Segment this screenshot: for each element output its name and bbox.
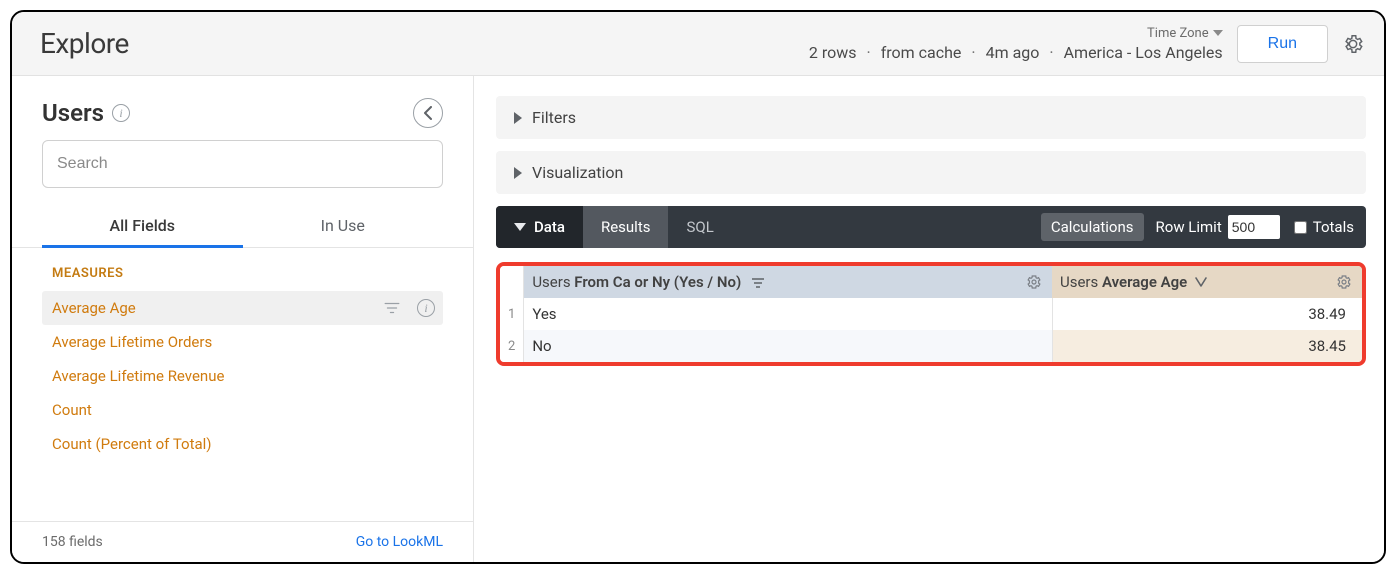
explore-name: Users	[42, 99, 104, 127]
timezone-selector[interactable]: Time Zone	[1147, 26, 1223, 41]
field-row[interactable]: Count (Percent of Total)i	[42, 427, 443, 461]
filters-panel-toggle[interactable]: Filters	[496, 96, 1366, 139]
field-label: Count (Percent of Total)	[52, 435, 383, 453]
collapse-sidebar-button[interactable]	[413, 98, 443, 128]
dimension-cell[interactable]: No	[524, 330, 1052, 362]
table-row: 1Yes38.49	[500, 298, 1362, 330]
pivot-icon[interactable]	[751, 277, 765, 289]
totals-toggle[interactable]: Totals	[1294, 218, 1354, 236]
calculations-button[interactable]: Calculations	[1041, 213, 1144, 241]
page-title: Explore	[40, 27, 129, 60]
field-label: Average Age	[52, 299, 383, 317]
sort-desc-icon[interactable]	[1195, 277, 1207, 287]
measure-cell[interactable]: 38.49	[1052, 298, 1362, 330]
row-number: 2	[500, 330, 524, 362]
row-limit: Row Limit	[1156, 215, 1280, 239]
chevron-down-icon	[1213, 30, 1223, 36]
field-row[interactable]: Counti	[42, 393, 443, 427]
caret-down-icon	[514, 223, 526, 231]
field-picker-sidebar: Users i All Fields In Use MEASURES Avera…	[12, 76, 474, 562]
content-area: Filters Visualization Data Results SQL C…	[474, 76, 1384, 562]
settings-gear-icon[interactable]	[1342, 33, 1364, 55]
field-label: Average Lifetime Orders	[52, 333, 383, 351]
data-bar: Data Results SQL Calculations Row Limit …	[496, 206, 1366, 248]
column-gear-icon[interactable]	[1026, 274, 1042, 290]
visualization-panel-toggle[interactable]: Visualization	[496, 151, 1366, 194]
caret-right-icon	[514, 167, 522, 179]
column-gear-icon[interactable]	[1336, 274, 1352, 290]
row-limit-input[interactable]	[1228, 215, 1280, 239]
measure-column-header[interactable]: Users Average Age	[1052, 266, 1362, 298]
field-row[interactable]: Average Age i	[42, 291, 443, 325]
field-count: 158 fields	[42, 534, 103, 550]
filter-icon[interactable]	[383, 299, 401, 317]
tab-all-fields[interactable]: All Fields	[42, 202, 243, 247]
caret-right-icon	[514, 112, 522, 124]
info-icon[interactable]: i	[112, 104, 130, 122]
go-to-lookml-link[interactable]: Go to LookML	[356, 534, 443, 550]
dimension-column-header[interactable]: Users From Ca or Ny (Yes / No)	[524, 266, 1052, 298]
totals-checkbox[interactable]	[1294, 221, 1307, 234]
row-number-header	[500, 266, 524, 298]
search-input[interactable]	[42, 140, 443, 188]
info-icon[interactable]: i	[417, 299, 435, 317]
results-table: Users From Ca or Ny (Yes / No) Users Ave…	[500, 266, 1362, 362]
field-label: Count	[52, 401, 383, 419]
sql-tab[interactable]: SQL	[668, 206, 731, 248]
results-tab[interactable]: Results	[583, 206, 669, 248]
query-status: 2 rows from cache 4m ago America - Los A…	[809, 43, 1223, 62]
topbar: Explore Time Zone 2 rows from cache 4m a…	[12, 12, 1384, 76]
data-tab[interactable]: Data	[496, 206, 583, 248]
measure-cell[interactable]: 38.45	[1052, 330, 1362, 362]
field-row[interactable]: Average Lifetime Ordersi	[42, 325, 443, 359]
field-label: Average Lifetime Revenue	[52, 367, 383, 385]
measures-section-label: MEASURES	[52, 266, 443, 281]
row-number: 1	[500, 298, 524, 330]
app-window: Explore Time Zone 2 rows from cache 4m a…	[10, 10, 1386, 564]
table-row: 2No38.45	[500, 330, 1362, 362]
run-button[interactable]: Run	[1237, 25, 1328, 63]
dimension-cell[interactable]: Yes	[524, 298, 1052, 330]
tab-in-use[interactable]: In Use	[243, 202, 444, 247]
field-row[interactable]: Average Lifetime Revenuei	[42, 359, 443, 393]
results-table-highlight: Users From Ca or Ny (Yes / No) Users Ave…	[496, 262, 1366, 366]
